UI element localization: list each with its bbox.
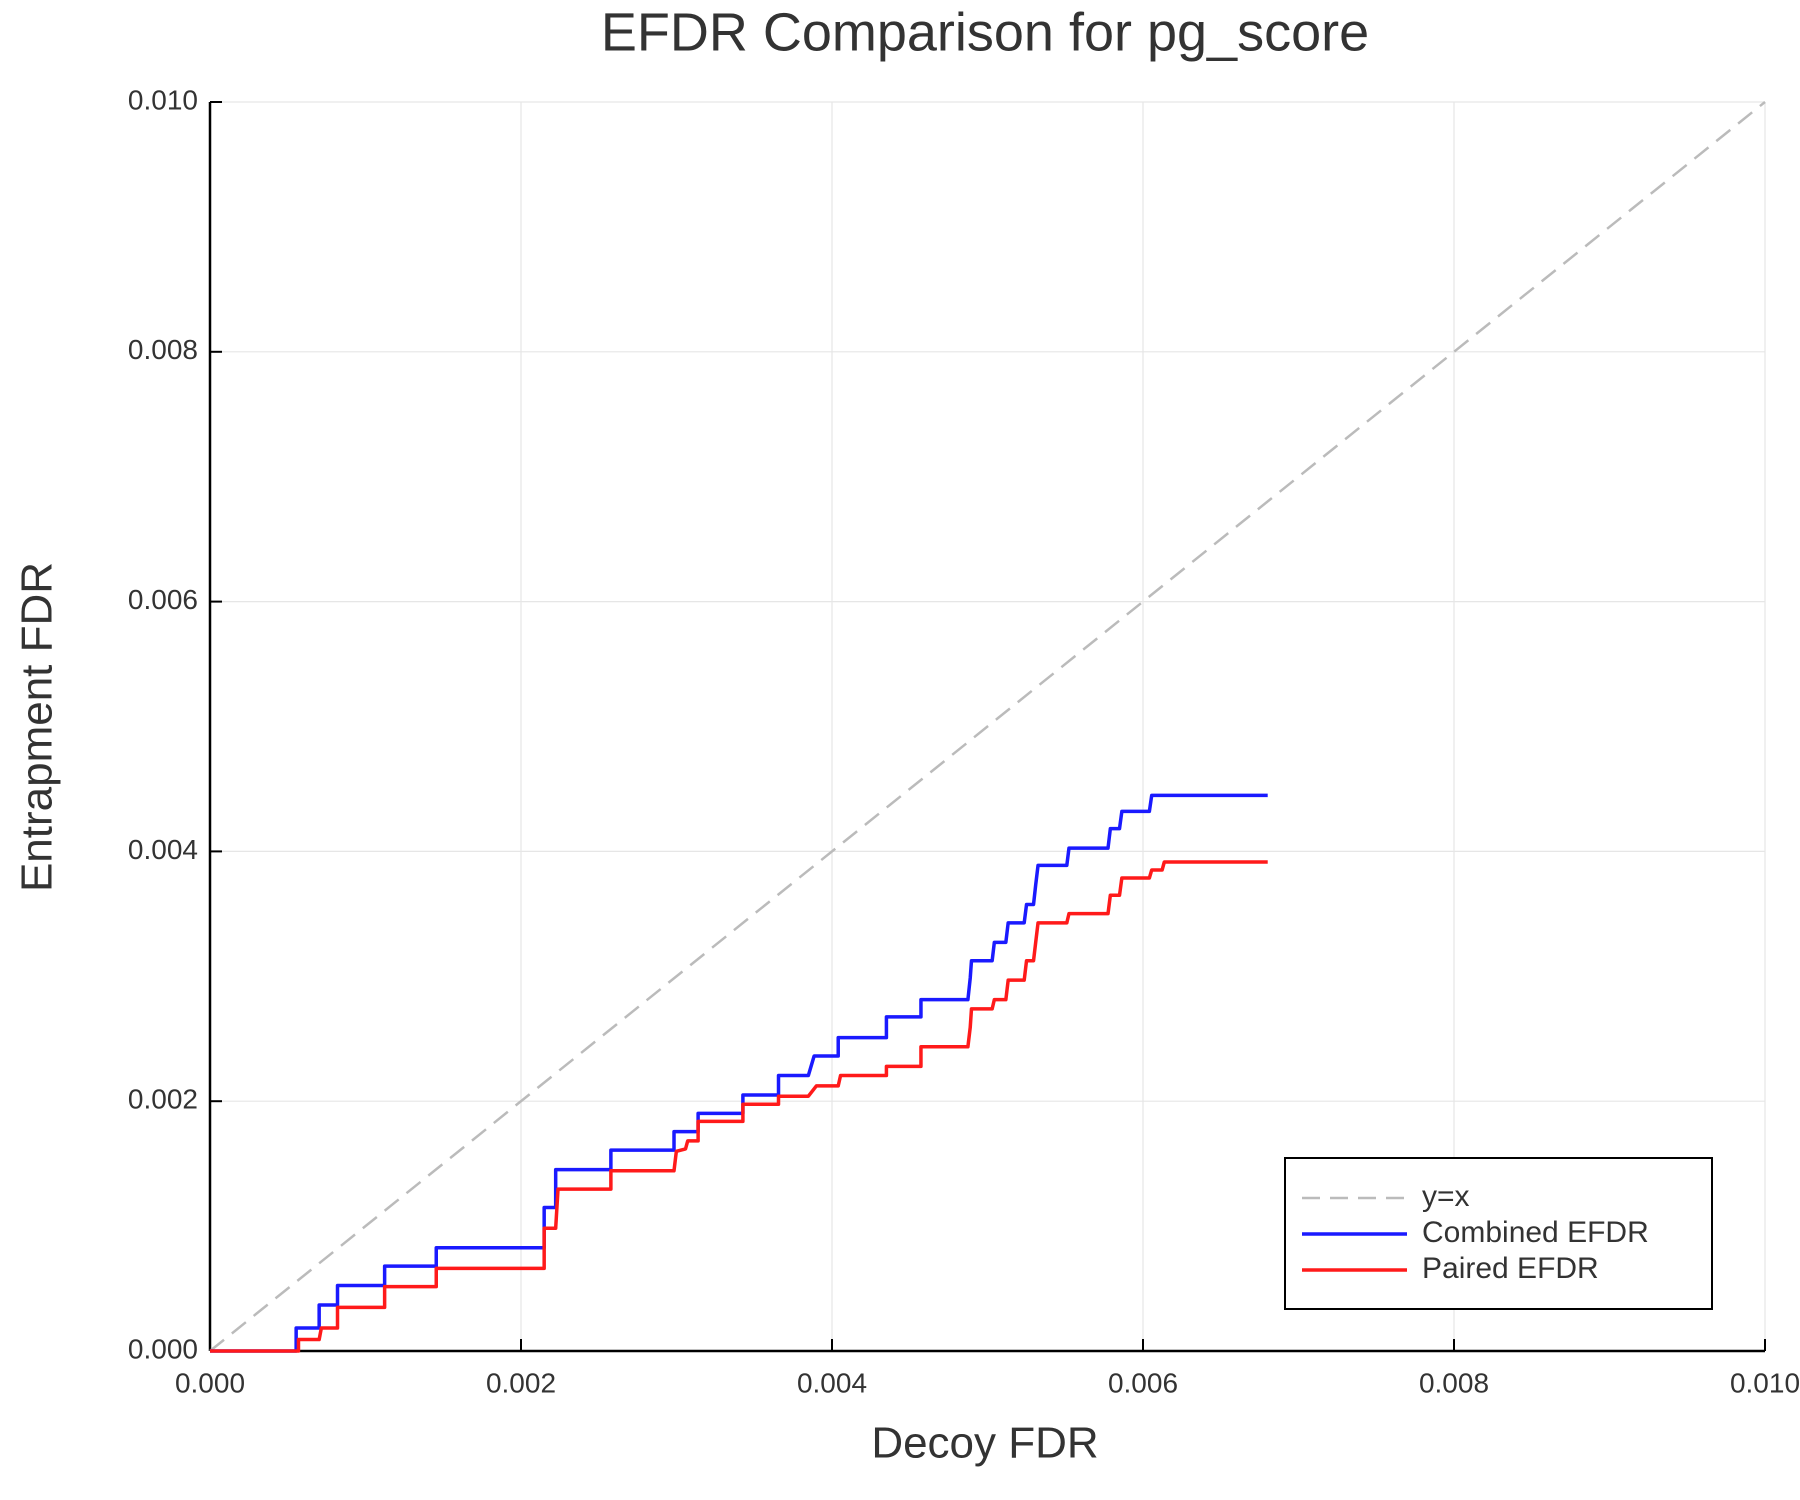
- y-tick-label: 0.006: [128, 584, 198, 615]
- x-tick-label: 0.006: [1108, 1367, 1178, 1398]
- y-tick-label: 0.010: [128, 84, 198, 115]
- x-tick-label: 0.000: [175, 1367, 245, 1398]
- series-line: [210, 860, 1268, 1353]
- y-tick-label: 0.008: [128, 334, 198, 365]
- chart-title: EFDR Comparison for pg_score: [601, 2, 1369, 62]
- y-axis-label: Entrapment FDR: [13, 562, 62, 892]
- x-tick-label: 0.008: [1419, 1367, 1489, 1398]
- x-tick-label: 0.002: [486, 1367, 556, 1398]
- y-tick-label: 0.004: [128, 834, 198, 865]
- x-axis-label: Decoy FDR: [871, 1419, 1098, 1468]
- x-tick-label: 0.004: [797, 1367, 867, 1398]
- y-tick-label: 0.002: [128, 1084, 198, 1115]
- legend-label: Paired EFDR: [1422, 1252, 1599, 1285]
- legend-label: y=x: [1422, 1180, 1470, 1213]
- series-line: [209, 101, 1766, 1352]
- y-tick-label: 0.000: [128, 1333, 198, 1364]
- series-line: [210, 793, 1268, 1353]
- x-tick-label: 0.010: [1730, 1367, 1800, 1398]
- legend-label: Combined EFDR: [1422, 1216, 1649, 1249]
